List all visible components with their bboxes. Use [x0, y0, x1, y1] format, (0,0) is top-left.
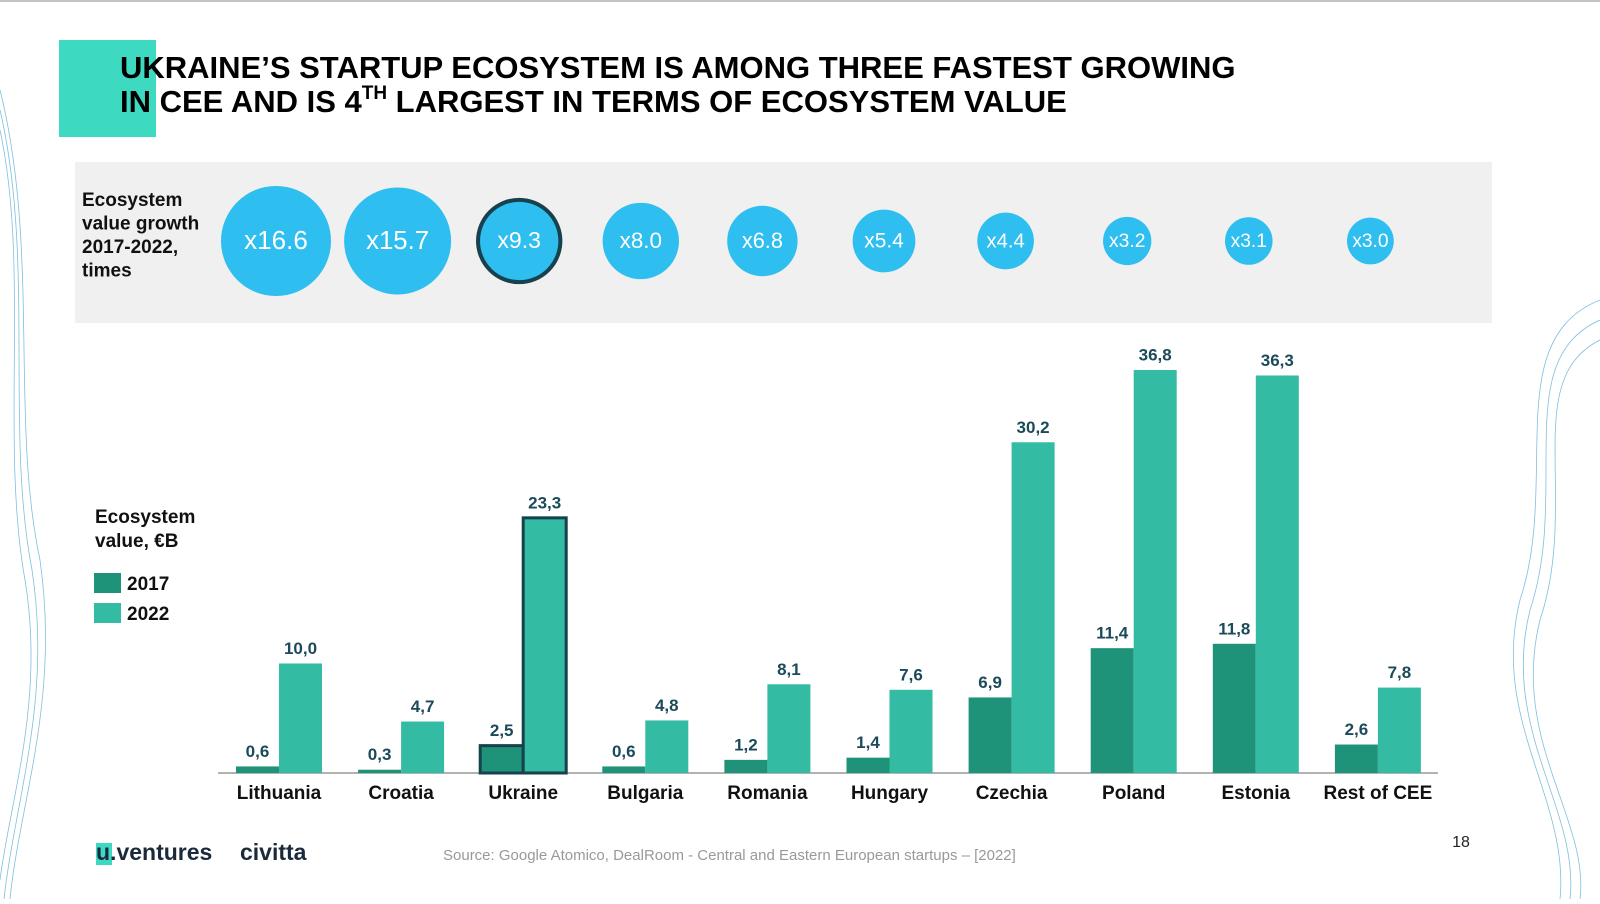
bar: [846, 757, 890, 773]
bar: [401, 721, 445, 773]
bar: [521, 516, 568, 775]
growth-bubble: [727, 205, 798, 277]
value-label: 7,8: [1388, 663, 1412, 682]
bar: [889, 689, 933, 773]
value-label: 23,3: [528, 493, 561, 512]
growth-value-label: x4.4: [986, 230, 1024, 252]
growth-value-label: x3.2: [1109, 231, 1145, 252]
growth-label-line: 2017-2022,: [82, 237, 178, 258]
bar: [1090, 648, 1134, 773]
value-label: 36,3: [1261, 351, 1294, 370]
x-tick-label: Czechia: [976, 783, 1048, 804]
value-label: 0,6: [246, 742, 270, 761]
bar: [1377, 687, 1421, 773]
value-label: 30,2: [1017, 418, 1050, 437]
growth-value-label: x6.8: [742, 228, 783, 253]
growth-value-label: x3.0: [1352, 231, 1388, 252]
decor-waves: [0, 89, 1600, 900]
bar: [236, 766, 279, 773]
value-label: 1,4: [856, 733, 880, 752]
bar: [1334, 744, 1378, 773]
x-tick-label: Ukraine: [488, 783, 558, 804]
logo: civitta: [240, 839, 307, 865]
bar: [1255, 375, 1299, 773]
legend-label: 2017: [127, 574, 169, 595]
x-tick-label: Croatia: [368, 783, 434, 804]
bar: [724, 759, 768, 773]
y-label: Ecosystem value, €B: [95, 507, 195, 552]
value-label: 2,5: [490, 721, 514, 740]
value-label: 36,8: [1139, 345, 1172, 364]
value-label: 4,7: [411, 697, 435, 716]
value-label: 6,9: [978, 673, 1002, 692]
value-label: 4,8: [655, 696, 679, 715]
x-tick-label: Estonia: [1221, 783, 1290, 804]
legend-label: 2022: [127, 604, 169, 625]
growth-value-label: x9.3: [497, 227, 541, 253]
growth-label-line: value growth: [82, 214, 199, 235]
x-tick-label: Bulgaria: [607, 783, 683, 804]
bar: [1133, 370, 1177, 773]
x-tick-label: Hungary: [851, 783, 929, 804]
logo: u.ventures: [96, 839, 212, 865]
title-part: IN CEE AND IS 4: [120, 84, 362, 119]
growth-bubble: [1225, 217, 1273, 265]
growth-label-line: times: [82, 261, 132, 282]
value-label: 10,0: [284, 639, 317, 658]
growth-value-label: x5.4: [864, 230, 904, 253]
title-line: UKRAINE’S STARTUP ECOSYSTEM IS AMONG THR…: [120, 50, 1236, 85]
value-label: 11,8: [1218, 619, 1250, 638]
y-label-line: value, €B: [95, 531, 178, 552]
y-label-line: Ecosystem: [95, 507, 195, 528]
title-line: IN CEE AND IS 4TH LARGEST IN TERMS OF EC…: [120, 83, 1067, 119]
x-tick-label: Poland: [1102, 783, 1165, 804]
value-label: 11,4: [1096, 624, 1129, 643]
growth-bubble: [344, 187, 452, 295]
title-accent: [59, 40, 156, 137]
x-tick-label: Romania: [727, 783, 808, 804]
bar: [279, 663, 322, 773]
x-tick-label: Lithuania: [237, 783, 322, 804]
legend-swatch: [94, 603, 121, 623]
growth-bubble: [1347, 217, 1394, 265]
bar: [478, 744, 525, 775]
value-label: 8,1: [777, 660, 801, 679]
value-label: 0,3: [368, 745, 392, 764]
title-part: LARGEST IN TERMS OF ECOSYSTEM VALUE: [387, 84, 1067, 119]
logo-accent: [96, 843, 112, 865]
bar: [645, 720, 689, 773]
bar: [602, 766, 646, 773]
value-label: 2,6: [1345, 720, 1369, 739]
value-label: 0,6: [612, 742, 636, 761]
bar: [767, 684, 811, 773]
growth-label-line: Ecosystem: [82, 190, 182, 211]
legend-swatch: [94, 573, 121, 593]
bar: [1212, 643, 1256, 773]
bar: [968, 697, 1012, 773]
growth-value-label: x8.0: [620, 228, 662, 253]
growth-bubble: [1103, 216, 1152, 266]
growth-bubble: [602, 202, 679, 280]
growth-value-label: x15.7: [366, 227, 429, 255]
source: Source: Google Atomico, DealRoom - Centr…: [443, 847, 1016, 864]
value-label: 1,2: [734, 735, 758, 754]
value-label: 7,6: [899, 665, 923, 684]
growth-value-label: x16.6: [244, 225, 308, 255]
growth-bubble: [220, 185, 332, 297]
title-sup: TH: [362, 83, 387, 104]
growth-value-label: x3.1: [1231, 231, 1267, 252]
x-tick-label: Rest of CEE: [1324, 783, 1433, 804]
bar: [358, 769, 402, 773]
growth-bubble: [977, 212, 1034, 270]
growth-bubble: [852, 209, 916, 273]
page-number: 18: [1452, 834, 1470, 851]
growth-bubble: [476, 197, 563, 285]
bar: [1011, 442, 1055, 773]
